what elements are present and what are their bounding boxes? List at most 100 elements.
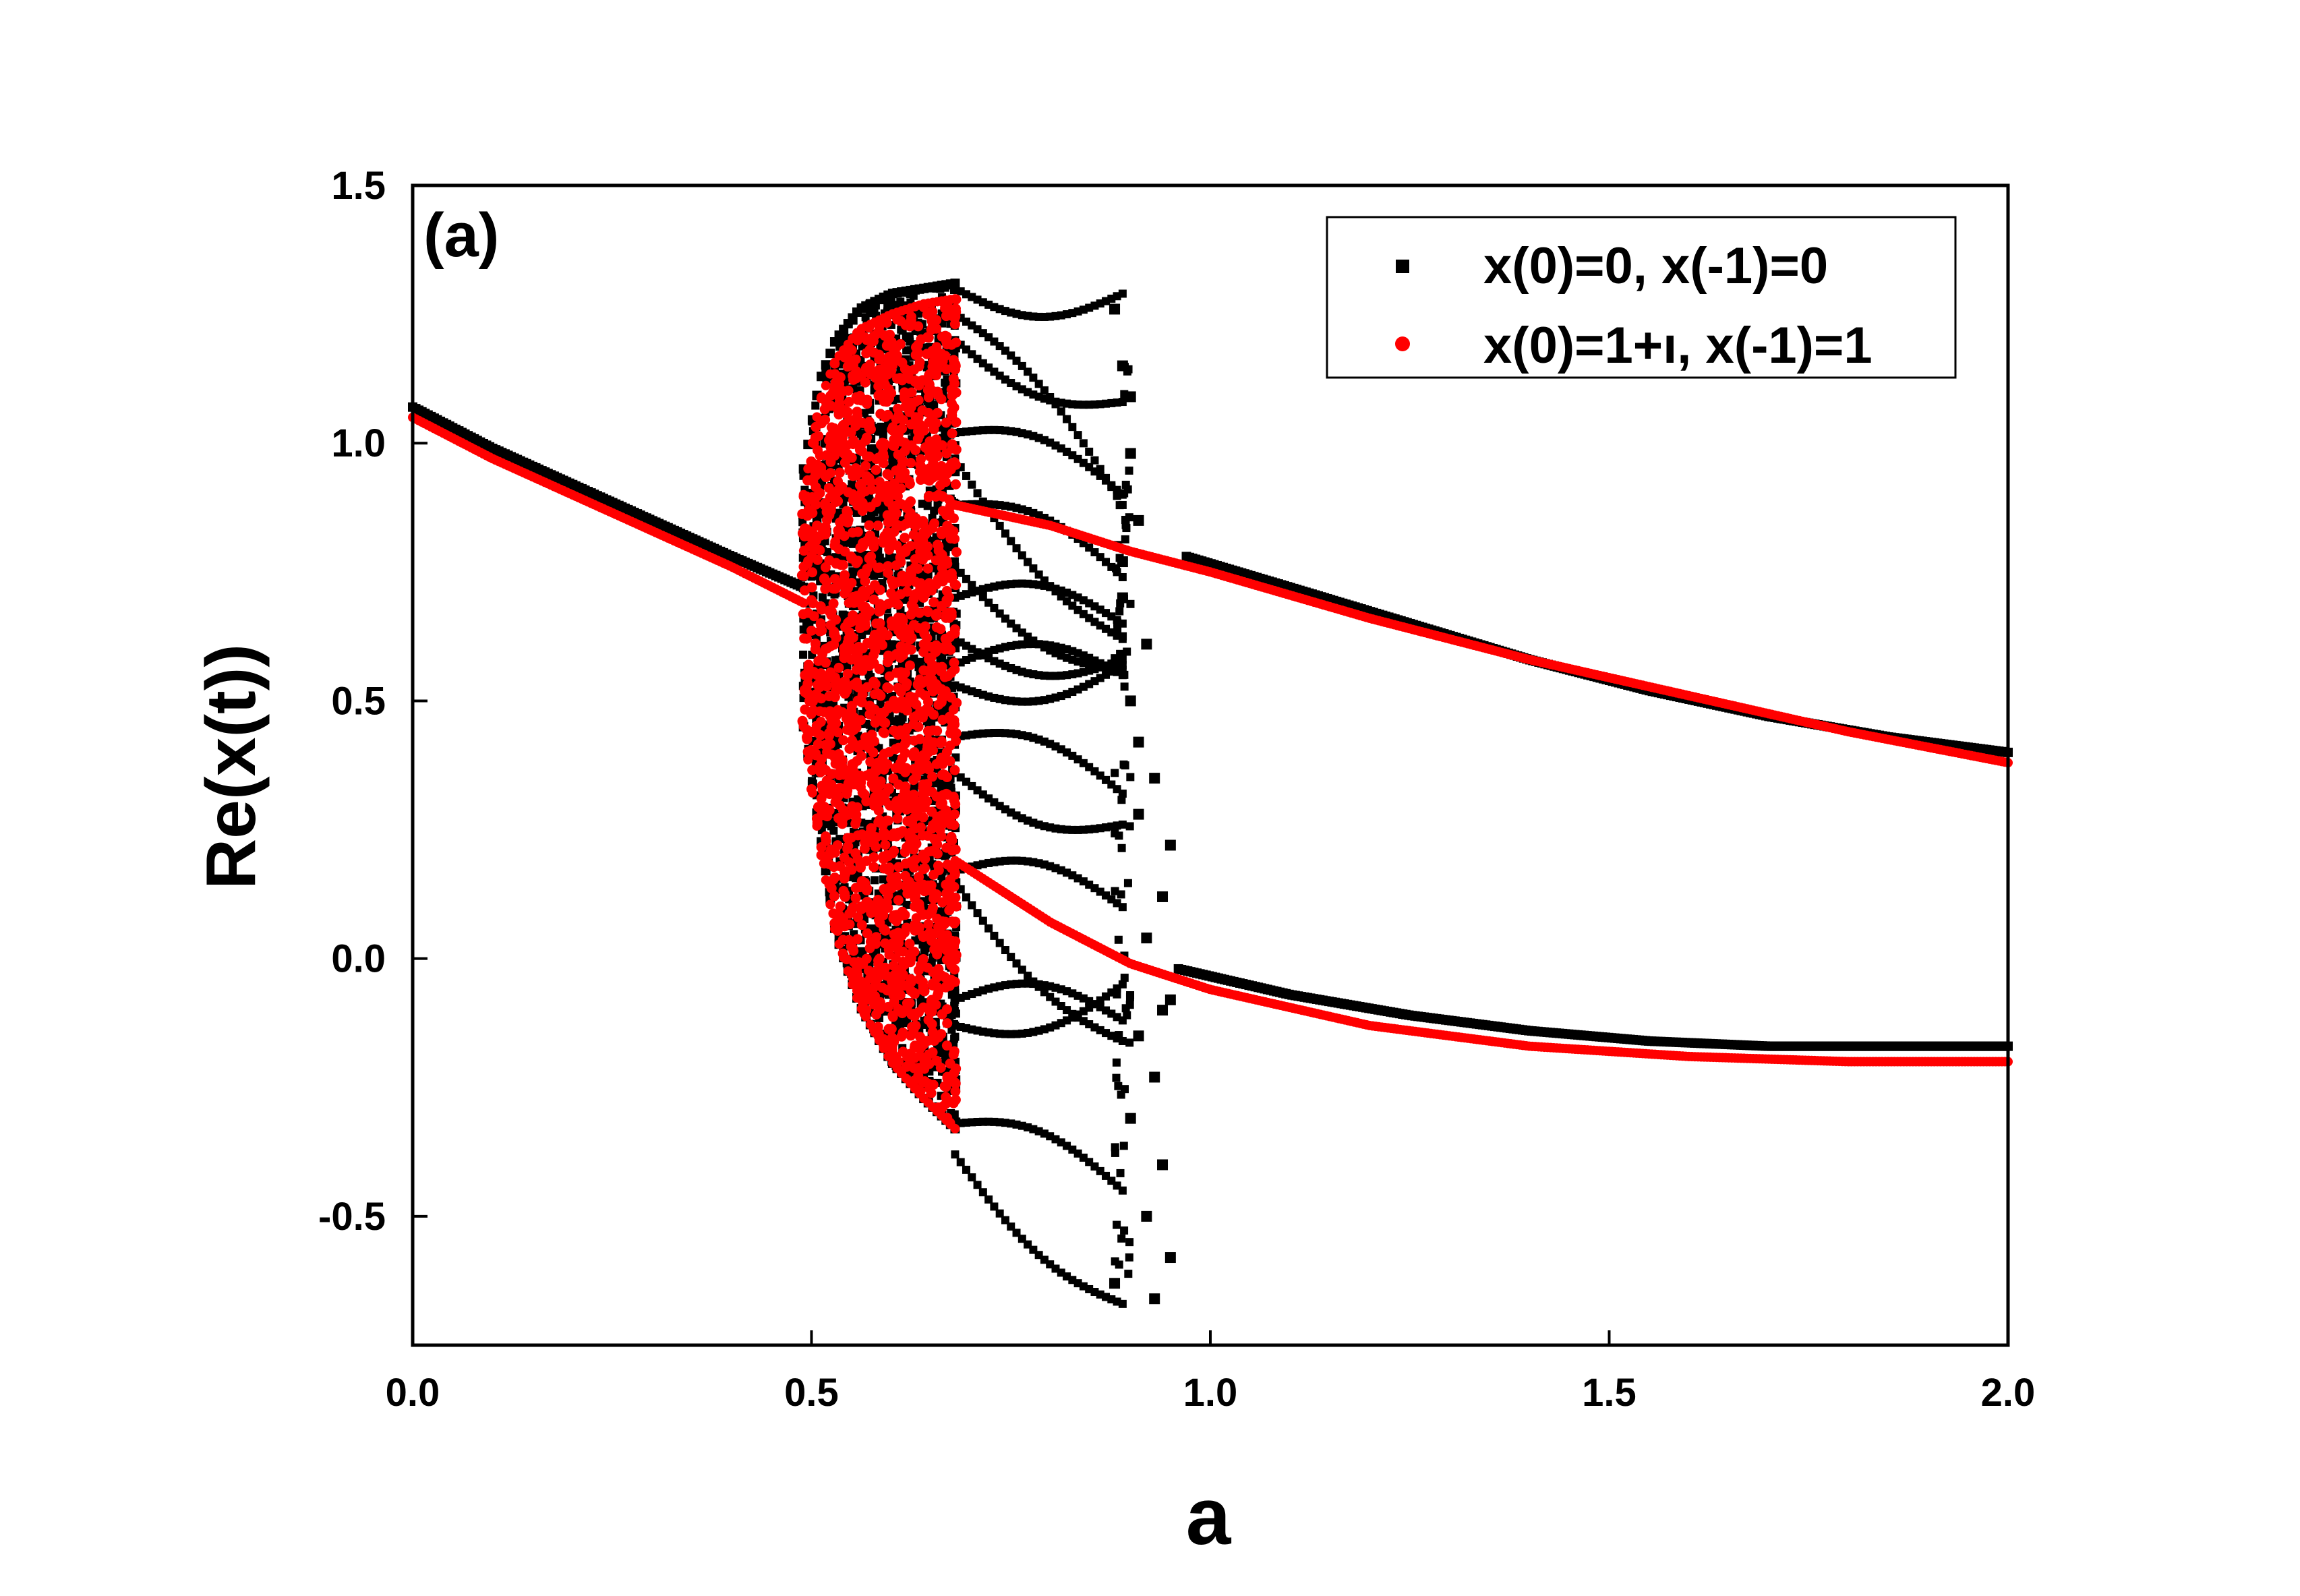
red-series-chaotic-point xyxy=(906,496,916,507)
black-series-scatter-point xyxy=(1126,773,1135,781)
black-series-scatter-point xyxy=(1123,1011,1131,1019)
black-series-orbit-point xyxy=(1007,953,1015,962)
red-series-chaotic-point xyxy=(821,657,831,668)
red-series-chaotic-point xyxy=(838,560,849,570)
red-series-chaotic-point xyxy=(834,467,845,478)
red-series-chaotic-point xyxy=(807,567,818,578)
black-series-scatter-point xyxy=(1113,990,1121,999)
black-series-orbit-point xyxy=(995,1209,1004,1218)
black-series-orbit-point xyxy=(1118,790,1127,798)
red-series-chaotic-point xyxy=(831,614,842,625)
black-series-scatter-point xyxy=(1125,695,1136,707)
red-series-chaotic-point xyxy=(855,715,866,726)
red-series-chaotic-point xyxy=(910,1020,921,1031)
red-series-chaotic-point xyxy=(897,423,908,434)
red-series-chaotic-point xyxy=(846,633,857,644)
red-series-chaotic-point xyxy=(850,893,861,904)
black-series-chaotic-point xyxy=(915,657,924,666)
black-series-orbit-point xyxy=(1118,820,1127,829)
data-marks xyxy=(408,278,2013,1308)
black-series-orbit-point xyxy=(984,924,993,933)
red-series-chaotic-point xyxy=(913,321,924,332)
red-series-chaotic-point xyxy=(843,385,854,396)
red-series-chaotic-point xyxy=(847,943,858,953)
black-series-orbit-point xyxy=(995,521,1004,530)
black-series-orbit-point xyxy=(978,1188,987,1197)
black-series-chaotic-point xyxy=(887,297,895,306)
black-series-orbit-point xyxy=(1040,386,1049,394)
black-series-scatter-point xyxy=(1119,632,1127,641)
black-series-scatter-point xyxy=(1133,736,1144,748)
black-series-chaotic-point xyxy=(879,431,887,440)
red-series-chaotic-point xyxy=(889,846,900,856)
black-series-orbit-point xyxy=(1063,415,1071,423)
black-series-scatter-point xyxy=(1113,1220,1121,1229)
black-series-chaotic-point xyxy=(923,502,932,510)
red-series-chaotic-point xyxy=(902,678,912,689)
red-series-chaotic-point xyxy=(797,715,808,726)
red-series-chaotic-point xyxy=(815,730,826,740)
black-series-orbit-point xyxy=(1012,544,1021,553)
red-series-chaotic-point xyxy=(802,678,813,689)
red-series-chaotic-point xyxy=(881,318,892,328)
red-series-chaotic-point xyxy=(825,468,836,479)
black-series-scatter-point xyxy=(1149,773,1160,784)
red-series-chaotic-point xyxy=(897,615,908,626)
black-series-orbit-point xyxy=(1018,551,1026,560)
black-series-chaotic-point xyxy=(888,459,897,468)
red-series-chaotic-point xyxy=(842,514,852,525)
black-series-scatter-point xyxy=(1164,1252,1176,1264)
black-series-scatter-point xyxy=(1111,654,1119,663)
black-series-orbit-point xyxy=(1063,690,1071,699)
black-series-scatter-point xyxy=(1115,1260,1123,1269)
red-series-chaotic-point xyxy=(893,895,904,906)
red-series-chaotic-point xyxy=(918,592,929,603)
red-series-chaotic-point xyxy=(833,662,844,673)
red-series-chaotic-point xyxy=(895,483,906,494)
red-series-chaotic-point xyxy=(864,553,875,564)
black-series-scatter-point xyxy=(1157,1005,1169,1016)
red-series-chaotic-point xyxy=(806,595,817,605)
red-series-chaotic-point xyxy=(864,520,875,531)
black-series-chaotic-point xyxy=(836,338,845,347)
red-series-chaotic-point xyxy=(828,598,839,609)
black-series-scatter-point xyxy=(1111,1148,1119,1157)
red-series-chaotic-point xyxy=(846,345,857,355)
red-series-chaotic-point xyxy=(873,972,883,983)
red-series-chaotic-point xyxy=(832,840,843,851)
black-series-scatter-point xyxy=(1124,1270,1133,1278)
black-series-orbit-point xyxy=(1118,1186,1127,1195)
red-series-chaotic-point xyxy=(895,338,906,349)
black-series-scatter-point xyxy=(1149,1071,1160,1083)
red-series-chaotic-point xyxy=(856,920,867,930)
black-series-scatter-point xyxy=(1115,831,1123,840)
red-series-chaotic-point xyxy=(820,529,831,540)
black-series-scatter-point xyxy=(1114,935,1123,944)
black-series-scatter-point xyxy=(1116,599,1125,608)
black-series-orbit-point xyxy=(968,480,976,489)
red-series-chaotic-point xyxy=(860,620,871,631)
red-series-chaotic-point xyxy=(846,577,857,588)
black-series-scatter-point xyxy=(1112,564,1121,572)
black-series-chaotic-point xyxy=(950,1110,959,1119)
red-series-chaotic-point xyxy=(821,831,831,842)
red-series-chaotic-point xyxy=(874,689,885,700)
red-series-chaotic-point xyxy=(838,735,849,746)
black-series-chaotic-point xyxy=(849,316,858,325)
black-series-orbit-point xyxy=(1118,289,1127,298)
black-series-scatter-point xyxy=(1125,448,1136,459)
black-series-scatter-point xyxy=(1157,891,1169,902)
black-series-scatter-point xyxy=(1121,480,1130,489)
black-series-orbit-point xyxy=(1118,572,1127,581)
red-series-chaotic-point xyxy=(871,932,882,943)
black-series-scatter-point xyxy=(1119,760,1128,769)
black-series-scatter-point xyxy=(1123,879,1132,887)
red-series-chaotic-point xyxy=(879,728,890,738)
black-series-orbit-point xyxy=(1085,447,1094,456)
black-series-scatter-point xyxy=(1164,839,1176,851)
black-series-orbit-point xyxy=(1073,431,1082,440)
black-series-scatter-point xyxy=(1121,521,1130,529)
black-series-scatter-point xyxy=(1112,1073,1121,1082)
red-series-chaotic-point xyxy=(833,496,844,506)
red-series-chaotic-point xyxy=(868,537,879,548)
